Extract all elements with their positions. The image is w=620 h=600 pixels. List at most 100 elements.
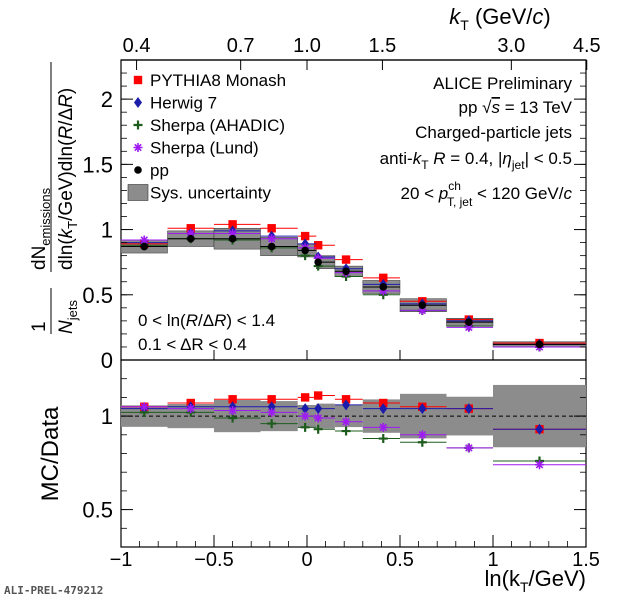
cut-annotations: 0 < ln(R/ΔR) < 1.4 0.1 < ΔR < 0.4 — [138, 311, 275, 354]
upper-y-tick-label-4: 2 — [101, 87, 113, 112]
x-tick-label-2: 0 — [301, 549, 312, 571]
sherpa-lund-point-2 — [228, 228, 238, 238]
legend-entry-sherpa-lund-label: Sherpa (Lund) — [150, 139, 259, 158]
top-axis-title: kT (GeV/c) — [449, 4, 550, 33]
sherpa-ahadic-ratio-point-3 — [267, 419, 277, 429]
annotation-dR-cut: 0.1 < ΔR < 0.4 — [138, 335, 247, 354]
legend-entry-herwig-7-label: Herwig 7 — [150, 94, 217, 113]
legend-entry-herwig-7-marker — [134, 97, 142, 108]
annotation-pt: 20 < pch T, jet < 120 GeV/c — [401, 179, 573, 209]
x-tick-label-5: 1.5 — [572, 549, 600, 571]
pythia8-monash-ratio-point-7 — [379, 398, 388, 408]
herwig-7-ratio-point-4 — [301, 403, 310, 415]
upper-y-tick-label-3: 1.5 — [82, 152, 113, 177]
legend-entry-sherpa-lund-marker — [133, 143, 143, 152]
lower-y-tick-label-1: 1 — [101, 404, 113, 429]
annotation-energy: pp √s = 13 TeV — [459, 98, 573, 117]
pp-point-1 — [186, 234, 195, 243]
top-tick-label-5: 4.5 — [573, 35, 601, 57]
pp-point-0 — [140, 242, 149, 251]
legend-entry-pythia8-monash-label: PYTHIA8 Monash — [150, 71, 286, 90]
sherpa-ahadic-ratio-point-5 — [313, 424, 323, 434]
annotation-block: ALICE Preliminary pp √s = 13 TeV Charged… — [380, 74, 573, 209]
top-tick-label-0: 0.4 — [123, 35, 151, 57]
herwig-7-ratio-point-7 — [379, 403, 388, 415]
lower-panel — [121, 384, 586, 470]
pp-point-10 — [535, 340, 544, 349]
pythia8-monash-ratio-point-5 — [313, 391, 323, 400]
top-axis: 0.4 0.7 1.0 1.5 3.0 4.5 — [121, 35, 601, 70]
pythia8-monash-point-6 — [341, 255, 351, 264]
pythia8-monash-point-5 — [313, 241, 323, 250]
sherpa-lund-point-7 — [378, 286, 388, 296]
pp-point-2 — [228, 234, 237, 243]
x-tick-label-3: 0.5 — [386, 549, 414, 571]
sherpa-lund-ratio-point-9 — [464, 443, 474, 453]
sherpa-ahadic-ratio-point-4 — [300, 422, 310, 432]
sherpa-lund-ratio-point-0 — [139, 402, 149, 412]
sherpa-lund-ratio-point-7 — [378, 422, 388, 432]
alice-label-id: ALI-PREL-479212 — [4, 584, 103, 597]
sherpa-lund-ratio-point-1 — [186, 404, 196, 414]
pp-point-6 — [342, 267, 350, 276]
axis-ticks: −1 −0.5 0 0.5 1 1.5 0 0.5 1 1.5 2 0.5 1 — [82, 72, 600, 571]
pp-point-9 — [465, 318, 473, 326]
top-tick-label-2: 1.0 — [293, 35, 321, 57]
sherpa-lund-point-5 — [313, 253, 323, 263]
upper-y-axis-label: 1 Njets dNemissions dln(kT/GeV)dln(R/ΔR) — [29, 62, 80, 334]
legend-entry-pp-label: pp — [150, 161, 169, 180]
pp-point-3 — [267, 242, 276, 251]
annotation-jet-def: anti-kT R = 0.4, |ηjet| < 0.5 — [380, 149, 572, 172]
upper-y-tick-label-0: 0 — [101, 348, 113, 373]
sherpa-lund-point-3 — [267, 234, 277, 244]
annotation-alice: ALICE Preliminary — [433, 74, 572, 93]
legend-entry-pythia8-monash-marker — [133, 75, 143, 85]
lower-y-tick-label-0: 0.5 — [82, 498, 113, 523]
pythia8-monash-point-2 — [228, 220, 237, 229]
svg-text:dln(kT/GeV)dln(R/ΔR): dln(kT/GeV)dln(R/ΔR) — [56, 88, 80, 270]
upper-panel — [120, 220, 587, 352]
annotation-jets: Charged-particle jets — [415, 123, 572, 142]
herwig-7-ratio-point-9 — [464, 403, 473, 415]
pp-point-7 — [379, 283, 388, 291]
lower-y-axis-label: MC/Data — [37, 406, 64, 501]
sherpa-lund-ratio-point-6 — [341, 417, 351, 427]
top-tick-label-4: 3.0 — [497, 35, 525, 57]
pythia8-monash-point-7 — [379, 273, 388, 283]
pythia8-monash-ratio-point-3 — [267, 395, 276, 404]
legend-entry-sys-uncertainty-swatch — [127, 184, 149, 201]
herwig-7-ratio-point-6 — [342, 399, 351, 411]
annotation-lnR-cut: 0 < ln(R/ΔR) < 1.4 — [138, 311, 275, 330]
upper-y-tick-label-2: 1 — [101, 218, 113, 243]
legend-entry-sherpa-ahadic-label: Sherpa (AHADIC) — [150, 116, 285, 135]
pythia8-monash-point-4 — [300, 231, 310, 241]
x-tick-label-1: −0.5 — [194, 549, 233, 571]
x-axis-title: ln(kT/GeV) — [485, 566, 586, 595]
pythia8-monash-ratio-point-4 — [300, 393, 310, 402]
sherpa-lund-point-1 — [186, 228, 196, 238]
pythia8-monash-ratio-point-2 — [228, 395, 237, 404]
sherpa-ahadic-ratio-point-6 — [341, 426, 351, 436]
legend-entry-sys-uncertainty-label: Sys. uncertainty — [150, 184, 271, 203]
herwig-7-ratio-point-8 — [418, 403, 427, 415]
sherpa-lund-ratio-point-4 — [300, 411, 310, 421]
sherpa-lund-ratio-point-5 — [313, 413, 323, 423]
herwig-7-ratio-point-10 — [535, 423, 544, 435]
svg-text:dNemissions: dNemissions — [29, 187, 53, 270]
pythia8-monash-point-3 — [267, 224, 276, 233]
top-tick-label-1: 0.7 — [227, 35, 255, 57]
legend-entry-sherpa-ahadic-marker — [133, 120, 143, 130]
pp-point-8 — [418, 301, 427, 310]
sherpa-lund-point-0 — [139, 235, 149, 245]
svg-text:1: 1 — [29, 321, 50, 332]
sherpa-lund-point-8 — [417, 305, 427, 315]
sherpa-lund-ratio-point-2 — [228, 405, 238, 415]
pp-point-4 — [301, 246, 309, 255]
x-tick-label-4: 1 — [487, 549, 498, 571]
herwig-7-ratio-point-5 — [314, 403, 323, 415]
legend-entry-pp-marker — [134, 166, 142, 174]
pythia8-monash-ratio-point-6 — [341, 395, 351, 404]
upper-y-tick-label-1: 0.5 — [82, 283, 113, 308]
sherpa-lund-ratio-point-8 — [417, 430, 427, 440]
